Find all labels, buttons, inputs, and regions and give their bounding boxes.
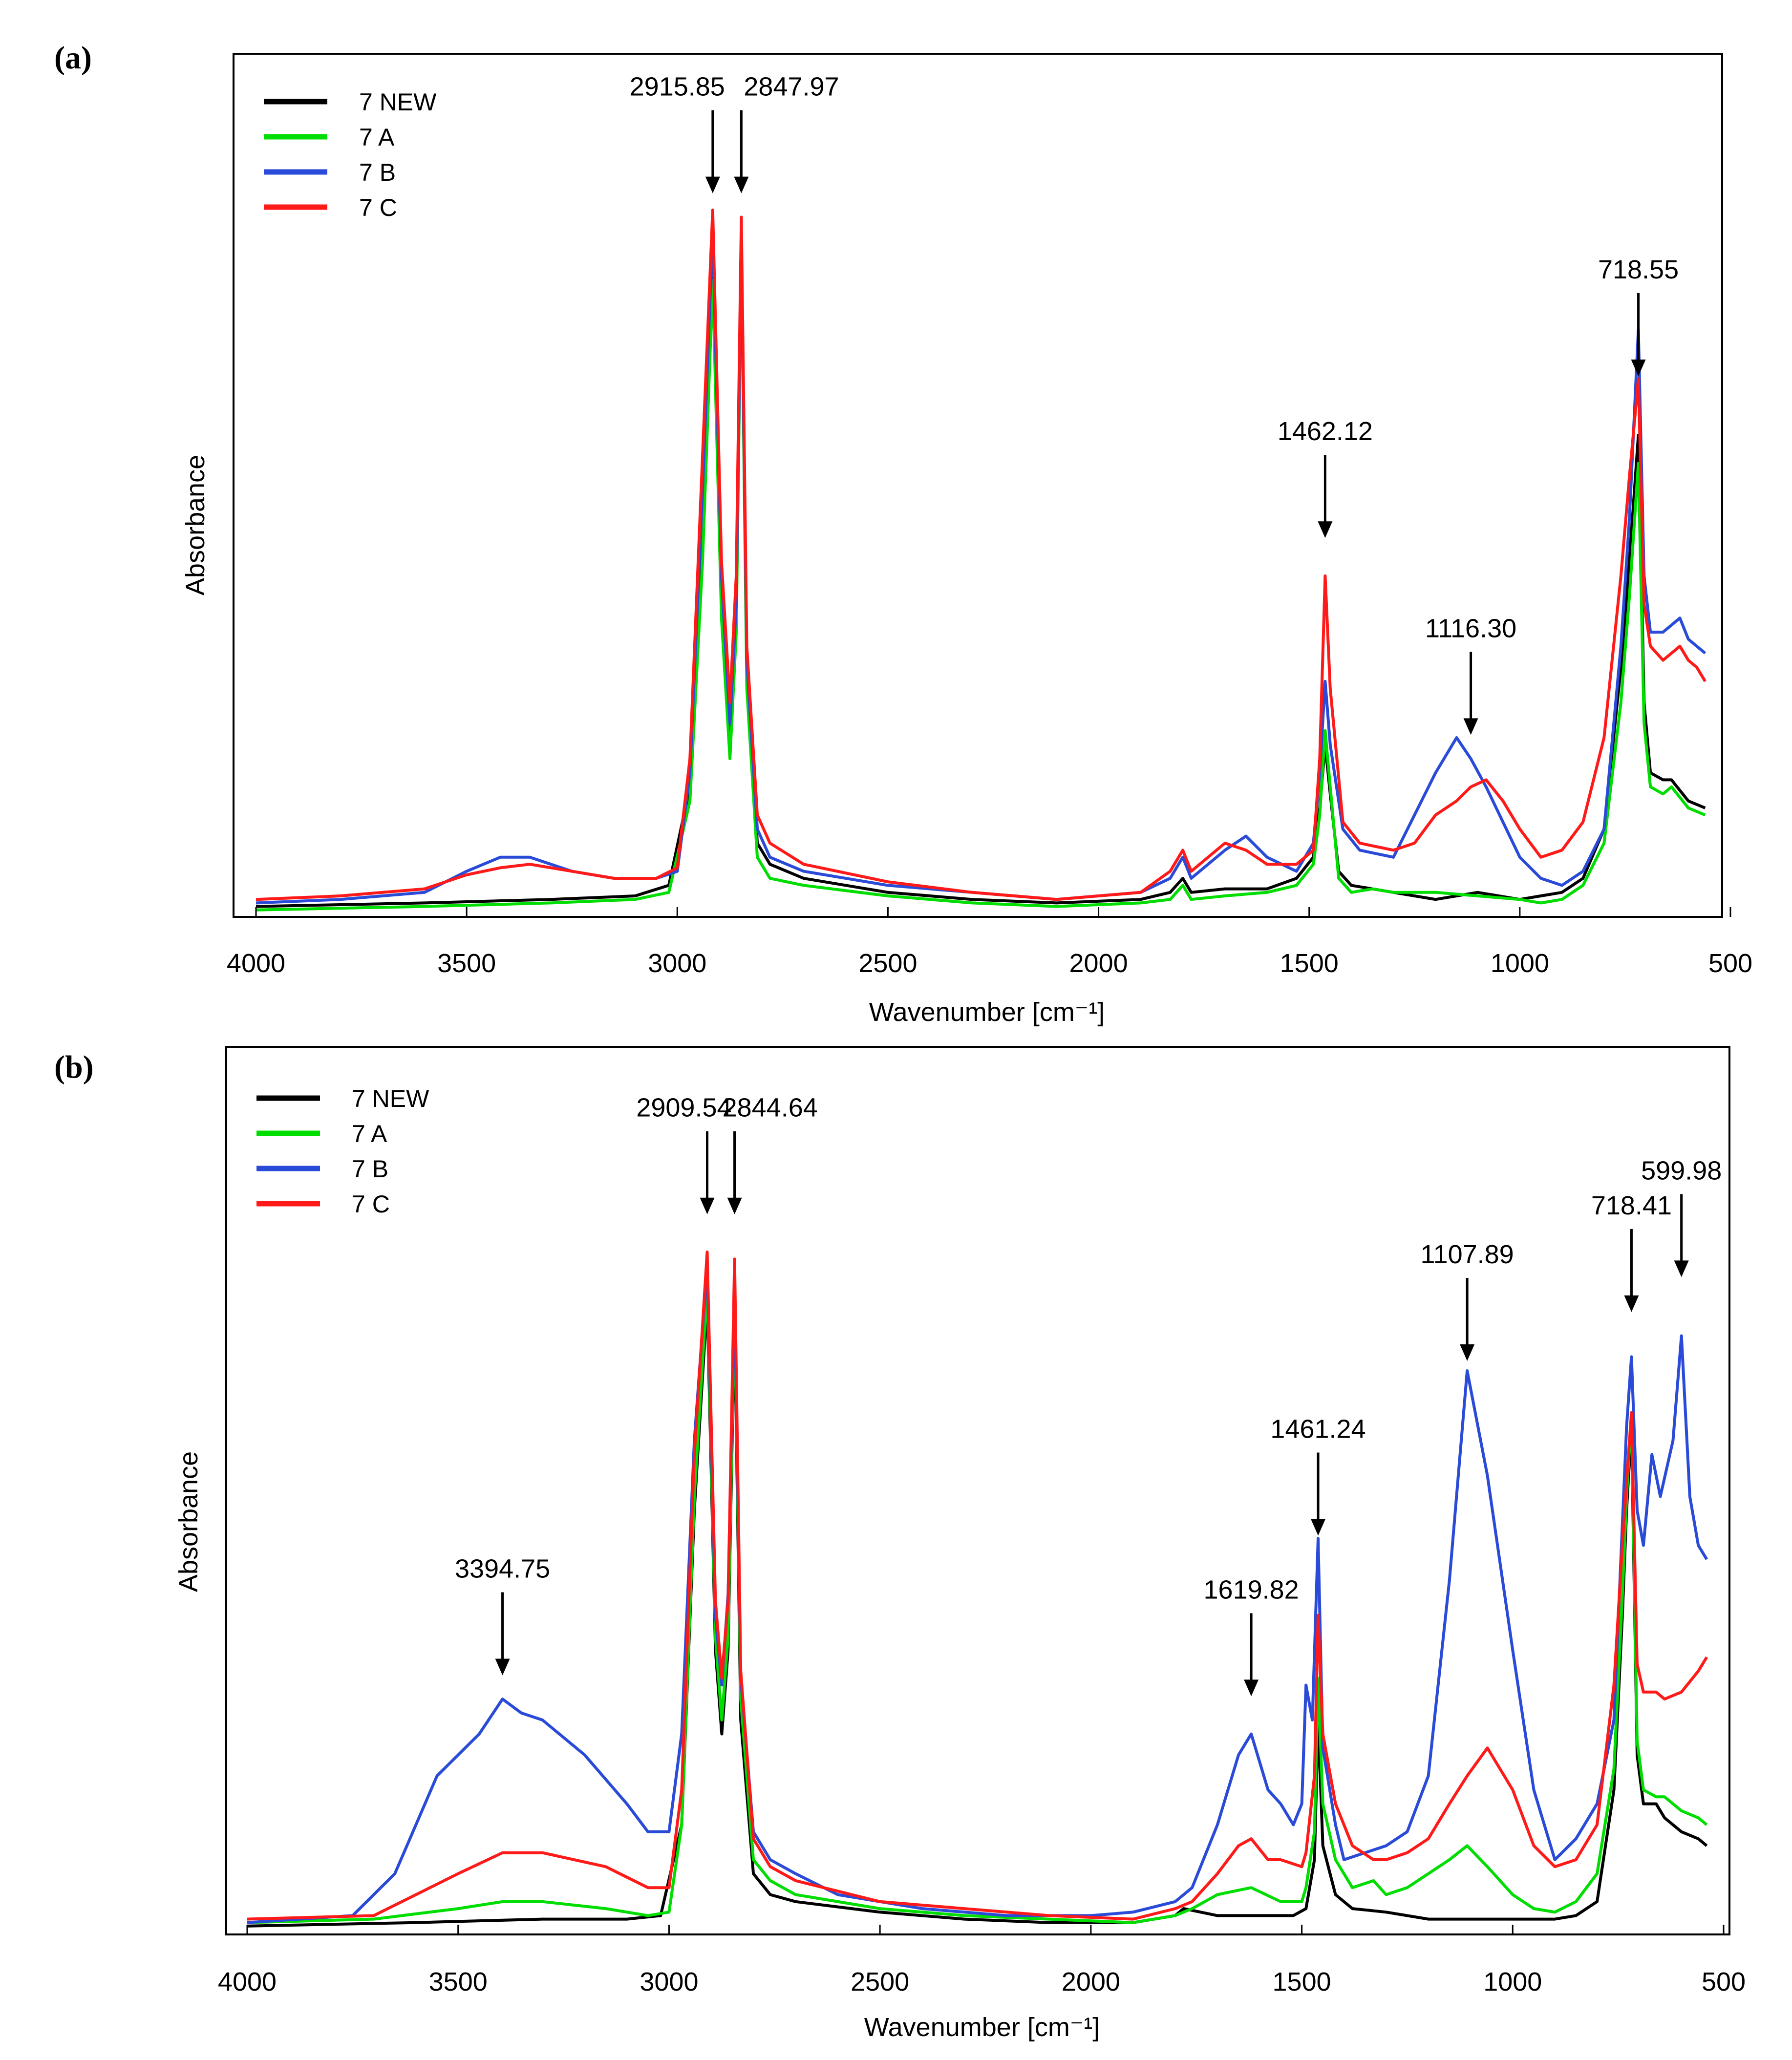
- annotation-arrowhead-599-98-b: [1674, 1260, 1689, 1277]
- panel-a: (a) 4000 3500 3000 2500 2000 1500 1000 500 2915…: [54, 40, 1752, 1027]
- panel-label-a: (a): [54, 40, 92, 76]
- panel-label-b: (b): [54, 1049, 94, 1085]
- legend-b: 7 NEW 7 A 7 B 7 C: [256, 1085, 429, 1218]
- legend-label-7-b-a: 7 B: [359, 159, 396, 186]
- annotation-label-1461-24-b: 1461.24: [1270, 1415, 1365, 1444]
- annotation-label-2844-64-b: 2844.64: [723, 1093, 818, 1123]
- legend-label-7-c-b: 7 C: [352, 1190, 390, 1218]
- x-tick-label-500-a: 500: [1708, 949, 1752, 978]
- annotation-label-1116-30-a: 1116.30: [1425, 614, 1516, 643]
- annotation-label-2915-85-a: 2915.85: [630, 72, 725, 102]
- y-axis-title-a: Absorbance: [181, 455, 210, 595]
- annotation-arrowhead-2909-54-b: [700, 1197, 715, 1214]
- x-tick-label-3000-b: 3000: [640, 1967, 698, 1996]
- x-tick-label-3500-a: 3500: [437, 949, 496, 978]
- annotation-arrowhead-2844-64-b: [727, 1197, 742, 1214]
- annotation-arrowhead-1619-82-b: [1244, 1679, 1259, 1697]
- series-line-7-a-a: [256, 251, 1706, 912]
- series-line-7-c-a: [256, 209, 1707, 901]
- series-line-7-a-b: [247, 1285, 1708, 1924]
- legend-label-7-a-b: 7 A: [352, 1120, 387, 1147]
- annotation-arrowhead-1462-12-a: [1318, 521, 1333, 538]
- x-tick-label-500-b: 500: [1702, 1967, 1746, 1996]
- legend-a: 7 NEW 7 A 7 B 7 C: [264, 88, 437, 221]
- y-axis-title-b: Absorbance: [174, 1451, 203, 1592]
- annotation-label-599-98-b: 599.98: [1641, 1156, 1722, 1185]
- plot-area-a: [256, 209, 1707, 912]
- annotations-a: 2915.85 2847.97 1462.12 1116.30 718.55: [630, 72, 1679, 735]
- legend-label-7-new-b: 7 NEW: [352, 1085, 429, 1112]
- annotation-arrowhead-718-41-b: [1624, 1295, 1639, 1312]
- x-tick-label-3500-b: 3500: [429, 1967, 488, 1996]
- legend-label-7-c-a: 7 C: [359, 194, 397, 221]
- series-line-7-b-b: [247, 1264, 1708, 1924]
- annotation-arrowhead-2915-85-a: [705, 176, 720, 193]
- annotation-arrowhead-1461-24-b: [1311, 1519, 1326, 1536]
- annotation-arrowhead-1107-89-b: [1460, 1344, 1475, 1361]
- annotation-label-1619-82-b: 1619.82: [1204, 1575, 1299, 1604]
- series-line-7-c-b: [247, 1250, 1708, 1921]
- x-tick-label-1000-b: 1000: [1483, 1967, 1542, 1996]
- annotation-label-718-55-a: 718.55: [1598, 255, 1679, 284]
- annotation-label-1462-12-a: 1462.12: [1278, 417, 1373, 446]
- x-tick-label-2000-a: 2000: [1069, 949, 1128, 978]
- plot-frame-b: [225, 1046, 1730, 1935]
- x-axis-title-b: Wavenumber [cm⁻¹]: [864, 2013, 1100, 2042]
- legend-label-7-b-b: 7 B: [352, 1155, 388, 1183]
- annotation-arrowhead-718-55-a: [1631, 360, 1646, 376]
- x-tick-label-2500-b: 2500: [851, 1967, 909, 1996]
- annotation-arrowhead-2847-97-a: [734, 176, 749, 193]
- annotation-label-2847-97-a: 2847.97: [744, 72, 839, 102]
- x-tick-label-2500-a: 2500: [858, 949, 917, 978]
- x-tick-label-1500-a: 1500: [1280, 949, 1339, 978]
- annotation-label-3394-75-b: 3394.75: [455, 1554, 550, 1584]
- x-tick-label-4000-a: 4000: [227, 949, 285, 978]
- x-ticks-b: 4000 3500 3000 2500 2000 1500 1000 500: [218, 1925, 1746, 1996]
- annotation-label-1107-89-b: 1107.89: [1421, 1240, 1514, 1269]
- legend-label-7-new-a: 7 NEW: [359, 88, 437, 116]
- x-tick-label-4000-b: 4000: [218, 1967, 277, 1996]
- plot-frame-a: [233, 53, 1723, 918]
- annotation-arrowhead-3394-75-b: [495, 1658, 510, 1676]
- x-ticks-a: 4000 3500 3000 2500 2000 1500 1000 500: [227, 907, 1752, 978]
- legend-label-7-a-a: 7 A: [359, 124, 395, 151]
- panel-b: (b) 4000 3500 3000 2500 2000 1500 1000 500 2909…: [54, 1046, 1746, 2042]
- x-axis-title-a: Wavenumber [cm⁻¹]: [869, 998, 1105, 1027]
- annotation-label-718-41-b: 718.41: [1591, 1191, 1672, 1220]
- x-tick-label-1000-a: 1000: [1491, 949, 1549, 978]
- x-tick-label-3000-a: 3000: [648, 949, 706, 978]
- x-tick-label-2000-b: 2000: [1062, 1967, 1120, 1996]
- x-tick-label-1500-b: 1500: [1273, 1967, 1331, 1996]
- annotation-arrowhead-1116-30-a: [1463, 718, 1478, 735]
- annotation-label-2909-54-b: 2909.54: [636, 1093, 731, 1123]
- plot-area-b: [247, 1250, 1708, 1928]
